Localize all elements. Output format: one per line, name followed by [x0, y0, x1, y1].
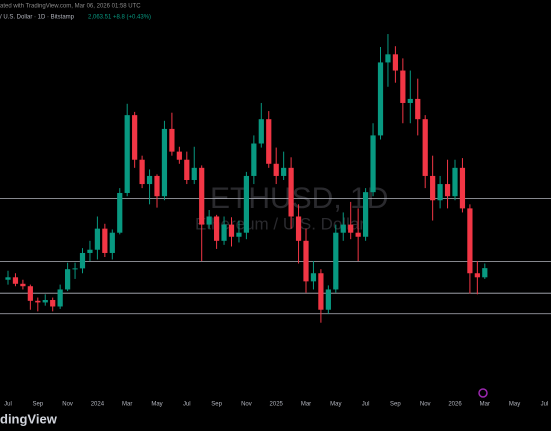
candle-body	[176, 151, 182, 160]
candle-body	[243, 175, 250, 233]
x-tick-label: May	[509, 402, 520, 408]
alert-icon[interactable]	[478, 388, 488, 398]
x-tick-label: May	[330, 402, 341, 408]
candle-body	[12, 277, 19, 284]
x-tick-label: 2025	[270, 402, 284, 408]
candle-body	[288, 167, 294, 217]
candle-body	[169, 128, 175, 152]
x-tick-label: Sep	[211, 402, 222, 408]
candle-body	[50, 300, 56, 307]
logo: dingView	[0, 411, 58, 426]
x-tick-label: Jul	[362, 402, 370, 408]
candle-body	[228, 224, 235, 237]
candle-body	[430, 175, 436, 201]
x-tick-label: Nov	[241, 402, 252, 408]
watermark-name: Ethereum / U.S. Dollar	[195, 214, 365, 233]
candle-body	[407, 98, 413, 103]
candle-body	[94, 228, 101, 250]
candle-body	[437, 184, 443, 201]
candle-body	[325, 289, 331, 310]
x-tick-label: Mar	[301, 402, 311, 408]
candle-body	[482, 268, 488, 278]
candle-body	[355, 232, 361, 237]
candle-body	[385, 54, 391, 63]
candle-body	[281, 167, 287, 176]
candle-body	[79, 252, 86, 269]
x-tick-label: Sep	[32, 402, 43, 408]
candle-body	[310, 273, 317, 282]
x-tick-label: Mar	[480, 402, 490, 408]
candle-body	[258, 119, 264, 144]
candle-body	[102, 228, 108, 253]
candle-body	[459, 167, 466, 209]
x-tick-label: Jul	[541, 402, 549, 408]
x-tick-label: Nov	[62, 402, 73, 408]
candle-body	[444, 184, 451, 197]
candle-body	[348, 224, 354, 233]
candle-body	[139, 159, 145, 185]
candle-body	[27, 286, 33, 301]
candle-body	[303, 240, 309, 282]
candle-body	[64, 269, 71, 290]
candle-body	[251, 143, 257, 176]
candle-body	[318, 273, 324, 310]
candle-body	[87, 249, 93, 253]
candle-body	[109, 232, 115, 253]
candle-body	[146, 175, 153, 185]
candle-body	[474, 273, 480, 278]
candle-body	[184, 159, 190, 180]
candle-body	[5, 277, 11, 280]
x-tick-label: Jul	[4, 402, 12, 408]
candle-body	[221, 224, 227, 241]
candle-body	[117, 192, 123, 233]
candle-body	[154, 175, 160, 197]
candle-body	[467, 208, 473, 274]
candle-body	[161, 128, 168, 197]
candle-body	[206, 216, 212, 225]
x-tick-label: Mar	[122, 402, 132, 408]
candle-body	[400, 70, 406, 103]
candle-body	[124, 115, 130, 193]
candle-body	[42, 300, 48, 303]
candle-body	[266, 119, 272, 164]
candle-body	[340, 224, 346, 233]
candle-body	[72, 268, 78, 270]
x-tick-label: 2026	[448, 402, 462, 408]
candle-body	[377, 62, 384, 136]
candle-body	[191, 167, 197, 180]
candle-body	[452, 167, 458, 197]
candle-body	[20, 283, 26, 287]
candle-body	[370, 135, 376, 193]
x-tick-label: 2024	[91, 402, 105, 408]
x-tick-label: Sep	[390, 402, 401, 408]
header-line: ated with TradingView.com, Mar 06, 2026 …	[0, 4, 141, 10]
symbol-info: / U.S. Dollar · 1D · Bitstamp	[0, 15, 75, 21]
candle-body	[392, 54, 399, 71]
candle-body	[295, 216, 302, 241]
plot: Jul Sep Nov 2024 Mar May Jul Sep Nov 2025 Mar May Ju…	[0, 34, 551, 408]
candle-body	[333, 232, 339, 290]
candle-body	[422, 119, 428, 176]
candle-body	[415, 98, 421, 120]
candle-body	[362, 192, 369, 237]
quote: 2,063.51 +8.8 (+0.43%)	[88, 15, 151, 21]
x-tick-label: Jul	[183, 402, 191, 408]
candle-body	[199, 167, 205, 225]
candle-body	[273, 163, 279, 176]
candle-body	[132, 115, 138, 160]
candle-body	[236, 232, 242, 237]
candle-body	[57, 289, 63, 307]
x-tick-label: Nov	[420, 402, 431, 408]
candle-body	[35, 300, 41, 303]
candle-body	[213, 216, 220, 241]
x-tick-label: May	[151, 402, 162, 408]
